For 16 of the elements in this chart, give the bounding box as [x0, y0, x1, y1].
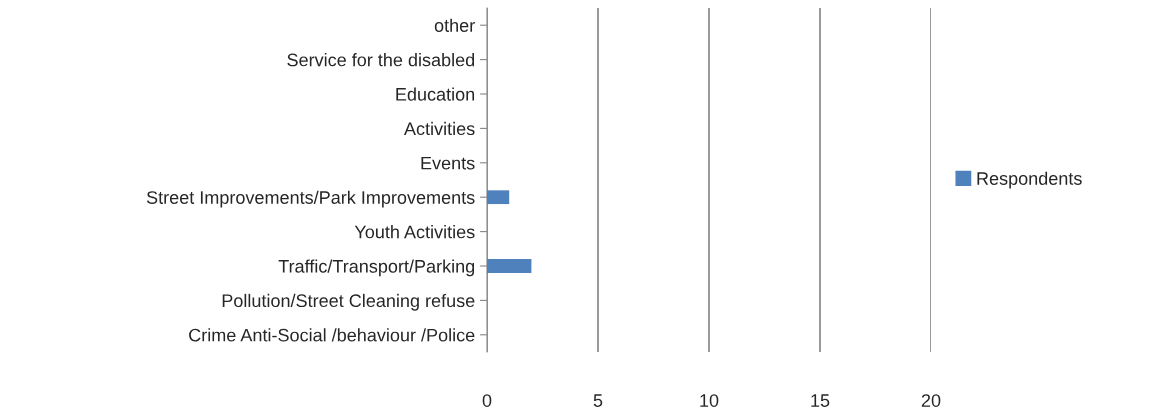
- y-tick-label: Education: [396, 87, 475, 101]
- y-tick-label: Activities: [404, 121, 475, 136]
- y-tick-label: Pollution/Street Cleaning refuse: [222, 293, 475, 311]
- x-tick-label: 5: [593, 394, 603, 407]
- y-tick-label: Traffic/Transport/Parking: [278, 259, 475, 277]
- y-tick-label: Events: [421, 156, 475, 170]
- y-tick-label: Youth Activities: [354, 225, 475, 239]
- x-tick-label: 10: [700, 394, 719, 407]
- legend-label: Respondents: [977, 171, 1082, 189]
- x-tick-label: 15: [811, 394, 830, 407]
- y-tick-label: other: [434, 18, 475, 32]
- y-tick-label: Service for the disabled: [287, 53, 475, 67]
- x-tick-label: 20: [921, 394, 941, 407]
- x-tick-label: 0: [482, 394, 492, 407]
- y-tick-label: Crime Anti-Social /behaviour /Police: [189, 328, 475, 342]
- y-tick-label: Street Improvements/Park Improvements: [146, 190, 475, 208]
